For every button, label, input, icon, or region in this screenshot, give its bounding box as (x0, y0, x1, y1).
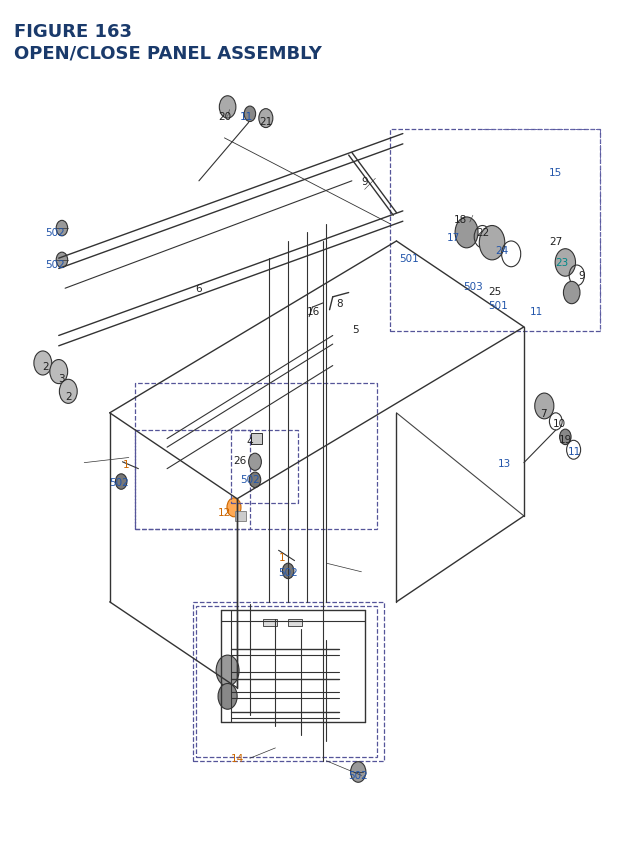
Circle shape (535, 393, 554, 419)
Circle shape (282, 564, 294, 579)
Circle shape (259, 109, 273, 128)
Text: 502: 502 (240, 474, 260, 485)
Bar (288, 619, 302, 626)
Circle shape (56, 253, 68, 269)
Circle shape (220, 96, 236, 119)
Text: 13: 13 (498, 458, 511, 468)
Text: 502: 502 (278, 567, 298, 577)
Text: 9: 9 (362, 177, 368, 187)
Circle shape (248, 454, 261, 471)
Text: 18: 18 (454, 215, 467, 226)
Bar (250, 434, 262, 444)
Text: 12: 12 (218, 507, 231, 517)
Text: 502: 502 (45, 228, 65, 238)
Text: 8: 8 (336, 299, 342, 308)
Circle shape (115, 474, 127, 490)
Text: 5: 5 (352, 325, 358, 334)
Text: 14: 14 (230, 753, 244, 764)
Circle shape (479, 226, 505, 261)
Text: 26: 26 (234, 455, 247, 466)
Text: 1: 1 (122, 460, 129, 470)
Bar (235, 511, 246, 522)
Circle shape (60, 380, 77, 404)
Text: 1: 1 (278, 553, 285, 562)
Circle shape (244, 107, 255, 122)
Text: 21: 21 (259, 116, 273, 127)
Text: 501: 501 (488, 301, 508, 311)
Text: 9: 9 (578, 271, 584, 281)
Text: 25: 25 (488, 287, 502, 296)
Circle shape (249, 473, 260, 488)
Text: OPEN/CLOSE PANEL ASSEMBLY: OPEN/CLOSE PANEL ASSEMBLY (14, 44, 322, 62)
Text: 24: 24 (495, 245, 508, 255)
Text: 16: 16 (307, 307, 320, 317)
Circle shape (563, 282, 580, 304)
Text: 11: 11 (530, 307, 543, 317)
Text: FIGURE 163: FIGURE 163 (14, 23, 132, 40)
Circle shape (56, 221, 68, 237)
Text: 17: 17 (447, 232, 460, 243)
Text: 15: 15 (549, 168, 563, 178)
Text: 22: 22 (476, 228, 489, 238)
Text: 502: 502 (348, 771, 368, 781)
Circle shape (216, 655, 239, 686)
Circle shape (351, 762, 366, 783)
Text: 2: 2 (65, 391, 72, 401)
Text: 27: 27 (549, 237, 563, 247)
Text: 3: 3 (59, 374, 65, 384)
Bar (262, 619, 276, 626)
Text: 7: 7 (540, 408, 547, 418)
Text: 501: 501 (399, 254, 419, 263)
Text: 19: 19 (559, 434, 572, 444)
Circle shape (555, 250, 575, 277)
Circle shape (227, 499, 241, 517)
Text: 502: 502 (45, 260, 65, 269)
Text: 2: 2 (43, 361, 49, 371)
Text: 11: 11 (568, 447, 582, 457)
Circle shape (218, 684, 237, 709)
Text: 4: 4 (246, 437, 253, 447)
Circle shape (50, 360, 68, 384)
Circle shape (455, 218, 478, 249)
Text: 502: 502 (109, 477, 129, 487)
Text: 503: 503 (463, 282, 483, 291)
Circle shape (559, 430, 571, 445)
Text: 10: 10 (552, 418, 566, 429)
Text: 23: 23 (556, 258, 569, 268)
Text: 11: 11 (240, 112, 253, 122)
Text: 20: 20 (218, 112, 231, 122)
Circle shape (34, 351, 52, 375)
Text: 6: 6 (196, 284, 202, 294)
